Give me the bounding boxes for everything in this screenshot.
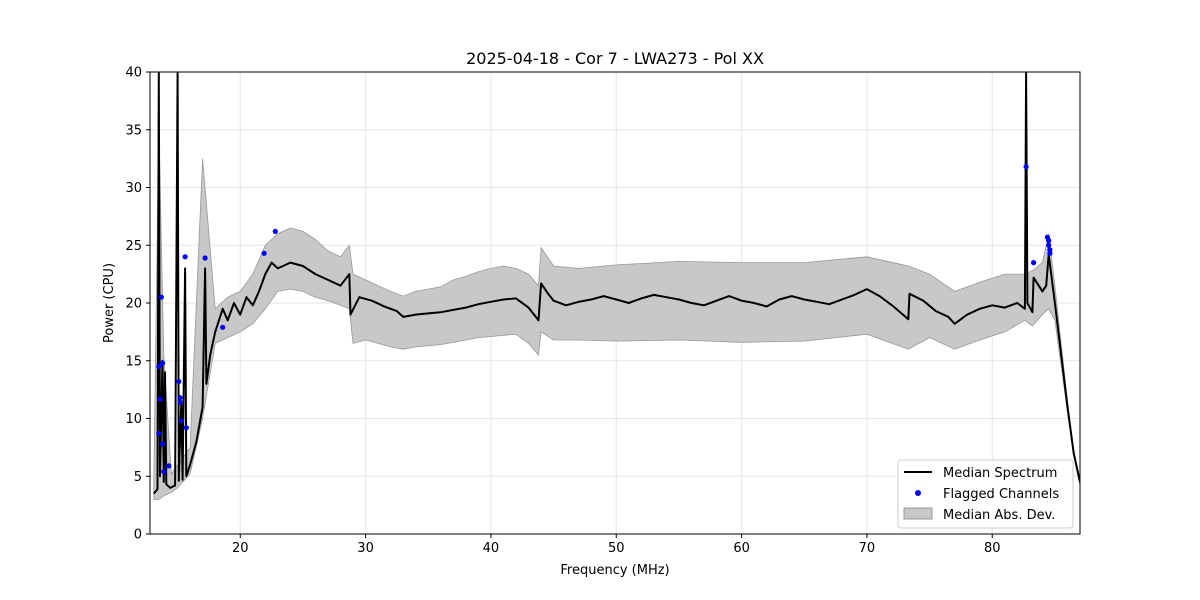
x-tick-label: 50 bbox=[608, 541, 625, 556]
x-axis-ticks: 20 30 40 50 60 70 80 bbox=[232, 534, 1001, 556]
flagged-channel-point bbox=[158, 294, 164, 300]
flagged-channel-point bbox=[1047, 250, 1053, 256]
chart-title: 2025-04-18 - Cor 7 - LWA273 - Pol XX bbox=[466, 49, 764, 68]
legend: Median Spectrum Flagged Channels Median … bbox=[897, 459, 1074, 529]
legend-label-flagged: Flagged Channels bbox=[943, 487, 1059, 502]
flagged-points-layer bbox=[156, 164, 1053, 475]
flagged-channel-point bbox=[177, 395, 183, 401]
mad-band-layer bbox=[153, 123, 1080, 500]
legend-box bbox=[897, 459, 1074, 529]
flagged-channel-point bbox=[156, 363, 162, 370]
x-axis-label: Frequency (MHz) bbox=[560, 563, 669, 578]
median-line-layer bbox=[153, 72, 1080, 495]
y-axis-label: Power (CPU) bbox=[102, 263, 117, 343]
legend-label-mad: Median Abs. Dev. bbox=[943, 508, 1055, 523]
mad-band bbox=[153, 123, 1080, 500]
flagged-channel-point bbox=[1046, 238, 1052, 244]
flagged-channel-point bbox=[157, 396, 163, 402]
y-tick-label: 30 bbox=[125, 181, 142, 196]
flagged-channel-point bbox=[159, 441, 166, 447]
x-tick-label: 30 bbox=[357, 541, 374, 556]
y-tick-label: 20 bbox=[125, 297, 142, 312]
x-tick-label: 60 bbox=[733, 541, 750, 556]
flagged-channel-point bbox=[1046, 242, 1052, 248]
x-tick-label: 40 bbox=[483, 541, 500, 556]
flagged-channel-point bbox=[178, 418, 184, 424]
flagged-channel-point bbox=[1031, 260, 1037, 266]
flagged-channel-point bbox=[156, 430, 162, 437]
y-axis-ticks: 0 5 10 15 20 25 30 35 40 bbox=[125, 66, 150, 543]
flagged-channel-point bbox=[261, 250, 267, 256]
flagged-channel-point bbox=[182, 254, 188, 260]
flagged-channel-point bbox=[183, 425, 189, 431]
flagged-channel-point bbox=[202, 255, 208, 261]
y-tick-label: 10 bbox=[125, 412, 142, 427]
y-tick-label: 25 bbox=[125, 239, 142, 254]
flagged-channel-point bbox=[177, 399, 183, 405]
y-tick-label: 5 bbox=[134, 470, 142, 485]
flagged-channel-point bbox=[272, 228, 278, 234]
flagged-channel-point bbox=[220, 324, 226, 330]
y-tick-label: 0 bbox=[134, 528, 142, 543]
x-tick-label: 80 bbox=[984, 541, 1001, 556]
y-tick-label: 35 bbox=[125, 123, 142, 138]
median-spectrum-line bbox=[153, 72, 1080, 495]
legend-flagged-dot-icon bbox=[915, 490, 921, 496]
flagged-channel-point bbox=[159, 360, 166, 366]
y-tick-label: 40 bbox=[125, 66, 142, 81]
legend-mad-swatch-icon bbox=[903, 507, 933, 520]
flagged-channel-point bbox=[1023, 164, 1029, 170]
x-tick-label: 70 bbox=[859, 541, 876, 556]
legend-label-median: Median Spectrum bbox=[943, 466, 1057, 481]
flagged-channel-point bbox=[161, 469, 167, 475]
flagged-channel-point bbox=[166, 463, 172, 469]
y-tick-label: 15 bbox=[125, 354, 142, 369]
flagged-channel-point bbox=[176, 378, 182, 385]
x-tick-label: 20 bbox=[232, 541, 249, 556]
